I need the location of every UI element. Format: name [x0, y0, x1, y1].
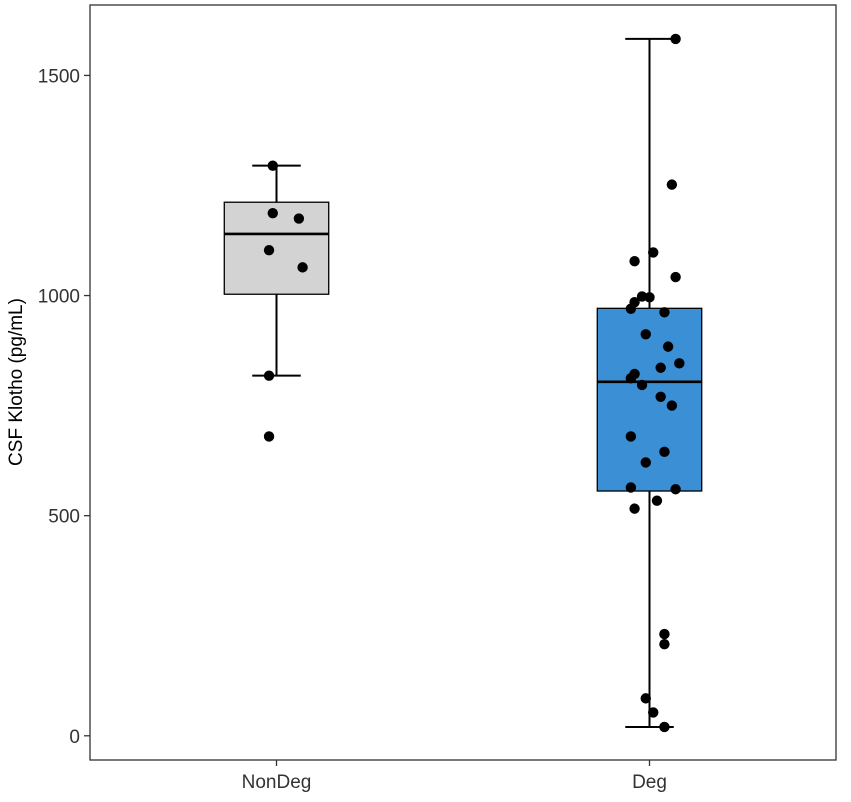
- data-point: [659, 721, 670, 733]
- data-point: [659, 639, 670, 650]
- data-point: [648, 707, 659, 718]
- data-point: [659, 446, 670, 458]
- data-point: [267, 160, 278, 171]
- data-point: [625, 482, 637, 493]
- data-point: [659, 628, 670, 640]
- y-tick-label: 0: [69, 727, 80, 748]
- data-point: [629, 256, 640, 267]
- data-point: [640, 329, 651, 340]
- points-layer: [263, 33, 685, 733]
- iqr-box: [223, 201, 330, 295]
- data-point: [629, 503, 640, 514]
- boxes-layer: [223, 37, 703, 728]
- data-point: [625, 373, 637, 384]
- data-point: [655, 391, 666, 403]
- panel-border: [89, 4, 837, 761]
- data-point: [674, 358, 685, 369]
- data-point: [651, 495, 663, 506]
- y-axis: 0 500 1000 1500: [38, 66, 90, 748]
- data-point: [644, 292, 655, 303]
- y-tick-label: 1500: [38, 66, 80, 87]
- data-point: [666, 179, 678, 190]
- data-point: [636, 379, 648, 391]
- x-tick-label-deg: Deg: [632, 772, 667, 793]
- box-group-nondeg: [223, 164, 330, 377]
- data-point: [662, 341, 674, 352]
- data-point: [267, 208, 278, 219]
- x-axis: NonDeg Deg: [242, 760, 667, 793]
- data-point: [670, 33, 681, 45]
- data-point: [670, 484, 681, 495]
- data-point: [666, 400, 678, 411]
- y-axis-title: CSF Klotho (pg/mL): [6, 298, 27, 466]
- data-point: [625, 431, 637, 442]
- data-point: [640, 693, 651, 704]
- data-point: [659, 307, 670, 318]
- y-tick-label: 1000: [38, 287, 80, 308]
- data-point: [297, 262, 308, 273]
- data-point: [670, 271, 681, 283]
- data-point: [648, 247, 659, 258]
- data-point: [263, 245, 275, 256]
- x-tick-label-nondeg: NonDeg: [242, 772, 312, 793]
- data-point: [263, 431, 275, 442]
- data-point: [655, 362, 666, 373]
- data-point: [263, 370, 275, 381]
- box-group-deg: [596, 37, 703, 728]
- data-point: [293, 213, 305, 224]
- data-point: [625, 303, 637, 314]
- data-point: [640, 457, 651, 468]
- y-tick-label: 500: [48, 507, 80, 528]
